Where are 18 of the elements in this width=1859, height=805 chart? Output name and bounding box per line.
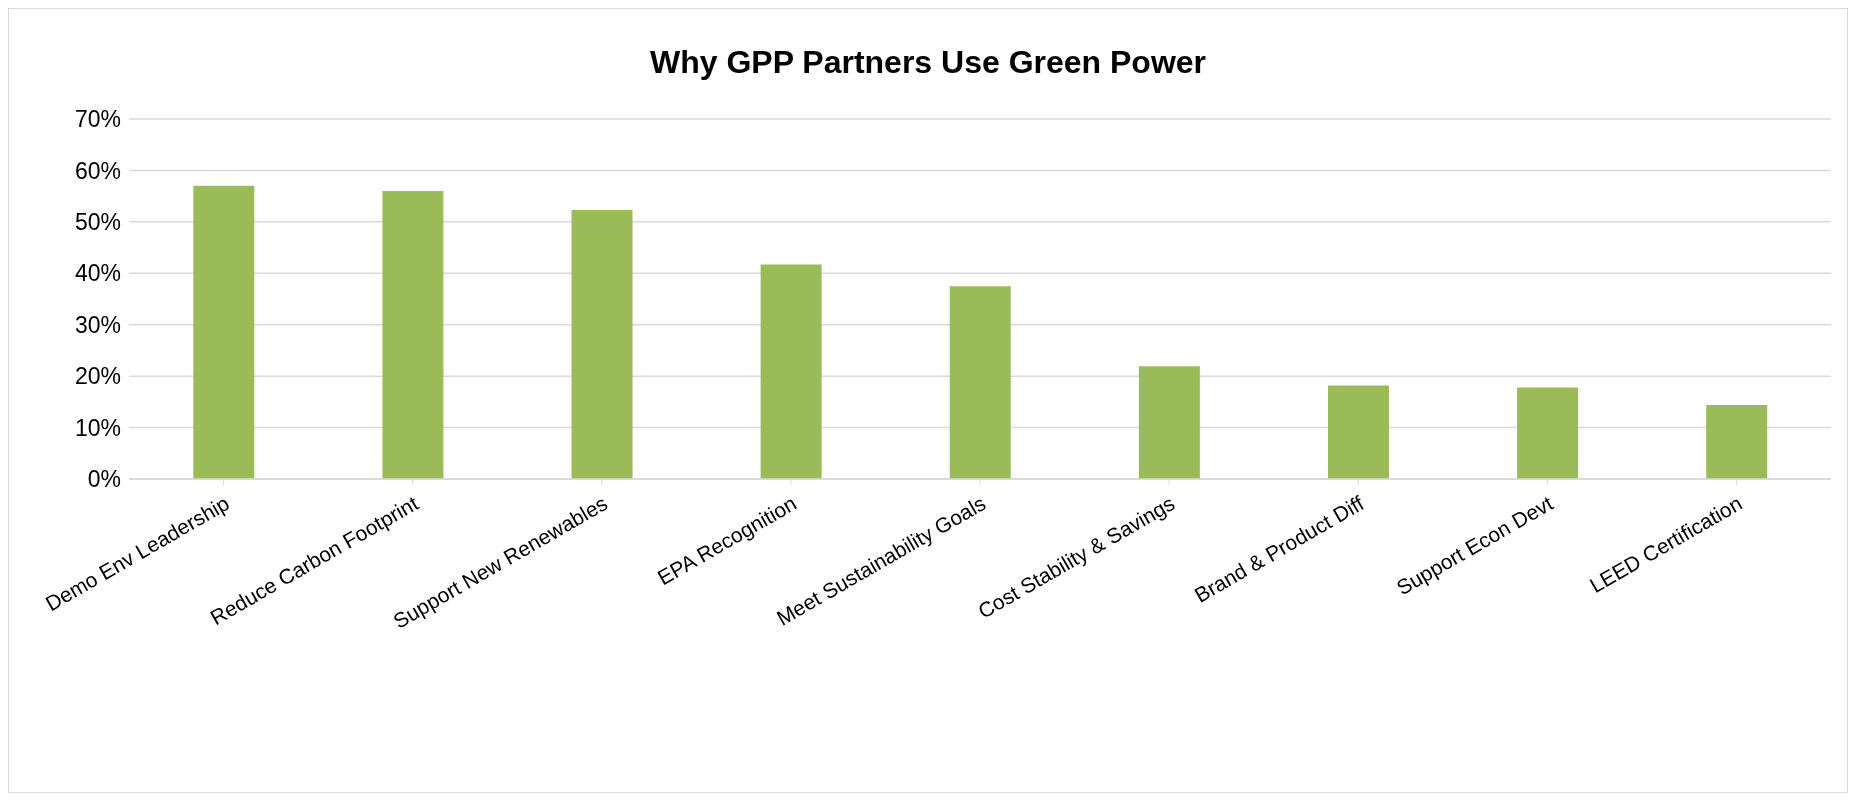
bar <box>382 191 444 479</box>
bar <box>949 286 1011 479</box>
bar <box>1706 404 1768 479</box>
bar <box>1517 387 1579 479</box>
y-tick-label: 20% <box>74 363 121 390</box>
y-tick-label: 60% <box>74 157 121 184</box>
bar <box>760 264 822 479</box>
y-tick-label: 30% <box>74 311 121 338</box>
bar <box>193 185 255 479</box>
y-tick-label: 10% <box>74 414 121 441</box>
bar <box>1327 385 1389 479</box>
y-tick-label: 0% <box>87 466 121 493</box>
y-tick-label: 40% <box>74 260 121 287</box>
bar <box>1138 366 1200 479</box>
y-tick-label: 50% <box>74 209 121 236</box>
bar <box>571 210 633 479</box>
chart-title: Why GPP Partners Use Green Power <box>648 43 1208 82</box>
y-tick-label: 70% <box>74 106 121 133</box>
